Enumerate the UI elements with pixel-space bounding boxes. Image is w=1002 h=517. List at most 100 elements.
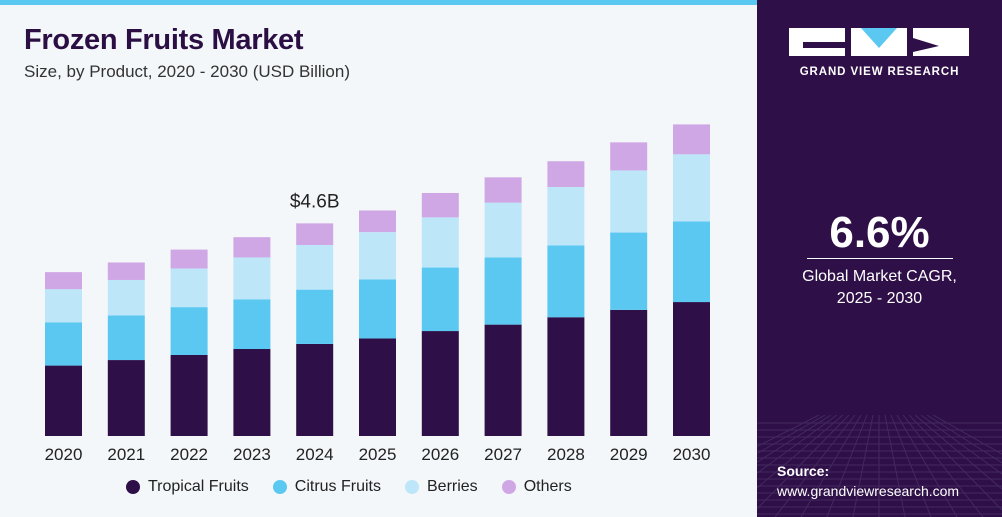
legend-swatch: [272, 480, 287, 494]
bar-segment: [547, 245, 585, 318]
bar-segment: [45, 289, 82, 323]
x-tick-label: 2022: [170, 445, 208, 464]
bar-segment: [107, 315, 145, 361]
grid-line: [757, 415, 838, 474]
source-url[interactable]: www.grandviewresearch.com: [777, 483, 960, 499]
bar-segment: [170, 354, 208, 436]
bar-segment: [610, 232, 648, 310]
grid-line: [800, 415, 862, 517]
bar-segment: [484, 202, 522, 258]
grid-line: [908, 415, 1002, 511]
grid-line: [896, 415, 958, 517]
grid-line: [757, 415, 826, 455]
bar-segment: [45, 272, 82, 290]
bar-segment: [359, 279, 396, 339]
grid-line: [914, 415, 1002, 490]
chart-legend: Tropical Fruits Citrus Fruits Berries Other…: [126, 478, 572, 496]
grid-pattern: [757, 415, 1002, 517]
accent-bar: [0, 0, 757, 5]
bar-segment: [484, 324, 522, 436]
legend-item: Berries: [405, 478, 478, 496]
bar-segment: [170, 249, 208, 269]
grid-line: [884, 415, 906, 517]
data-label: $4.6B: [290, 191, 340, 212]
bar-segment: [673, 221, 710, 303]
bar-segment: [233, 349, 271, 436]
bar-segment: [233, 257, 271, 300]
grid-line: [926, 415, 1002, 464]
grid-line: [757, 415, 844, 489]
bar-segment: [484, 177, 522, 203]
sidebar-panel: GRAND VIEW RESEARCH 6.6% Global Market C…: [757, 0, 1002, 517]
bar-segment: [673, 302, 710, 436]
legend-item: Citrus Fruits: [272, 478, 381, 496]
bar-segment: [296, 223, 334, 245]
bar-segment: [296, 244, 334, 290]
bar-segment: [107, 279, 145, 316]
x-tick-label: 2030: [673, 445, 711, 464]
bar-segment: [359, 232, 396, 280]
legend-label: Tropical Fruits: [148, 478, 249, 495]
bar-segment: [610, 170, 648, 233]
legend-item: Tropical Fruits: [126, 478, 249, 496]
brand-name: GRAND VIEW RESEARCH: [799, 66, 960, 78]
bar-segment: [45, 322, 82, 366]
bar-segment: [421, 267, 459, 332]
bar-segment: [673, 124, 710, 155]
legend-label: Berries: [427, 478, 478, 495]
x-tick-label: 2027: [484, 445, 522, 464]
grid-line: [774, 415, 856, 517]
grid-line: [826, 415, 868, 517]
bar-segment: [45, 365, 82, 436]
legend-swatch: [126, 480, 140, 494]
bar-segment: [359, 210, 396, 233]
grid-line: [890, 415, 932, 517]
bar-segment: [170, 307, 208, 355]
grid-line: [932, 415, 1002, 455]
bar-segment: [547, 317, 585, 436]
bar-segment: [610, 309, 648, 436]
legend-item: Others: [501, 478, 572, 496]
bar-segment: [233, 299, 271, 350]
bar-segment: [673, 154, 710, 222]
bar-segment: [421, 217, 459, 268]
chart-title: Frozen Fruits Market: [24, 24, 304, 56]
cagr-label-line1: Global Market CAGR,: [802, 268, 957, 285]
cagr-label-line2: 2025 - 2030: [836, 290, 923, 307]
grid-line: [920, 415, 1002, 475]
bar-segment: [547, 161, 585, 187]
chart-panel: Frozen Fruits Market Size, by Product, 2…: [0, 0, 757, 517]
x-tick-label: 2024: [296, 445, 334, 464]
bar-segment: [296, 289, 334, 344]
grid-line: [852, 415, 874, 517]
grid-line: [757, 415, 850, 510]
grid-line: [902, 415, 984, 517]
x-tick-label: 2025: [359, 445, 397, 464]
source-label: Source:: [777, 463, 830, 479]
legend-swatch: [501, 480, 516, 494]
bar-segment: [610, 142, 648, 171]
bar-segment: [233, 237, 271, 258]
cagr-label: Global Market CAGR, 2025 - 2030: [757, 266, 1002, 310]
x-tick-label: 2020: [45, 445, 83, 464]
bar-segment: [359, 338, 396, 436]
legend-label: Others: [523, 478, 572, 495]
bar-segment: [107, 262, 145, 280]
bar-segment: [547, 186, 585, 246]
legend-swatch: [405, 480, 419, 494]
bar-segment: [421, 331, 459, 436]
bar-segment: [484, 257, 522, 325]
bar-segment: [170, 268, 208, 308]
brand-logo: [789, 28, 969, 56]
grid-line: [757, 415, 832, 463]
stacked-bar-chart: 2020 2021 2022 2023 2024 $4.6B 2025 2026 2027 202…: [45, 124, 711, 464]
legend-label: Citrus Fruits: [294, 478, 381, 495]
grid-line: [757, 415, 820, 448]
bar-segment: [296, 343, 334, 436]
x-tick-label: 2028: [547, 445, 585, 464]
bar-segment: [107, 360, 145, 436]
chart-subtitle: Size, by Product, 2020 - 2030 (USD Billi…: [24, 62, 350, 81]
x-tick-label: 2021: [107, 445, 145, 464]
bar-segment: [421, 192, 459, 218]
